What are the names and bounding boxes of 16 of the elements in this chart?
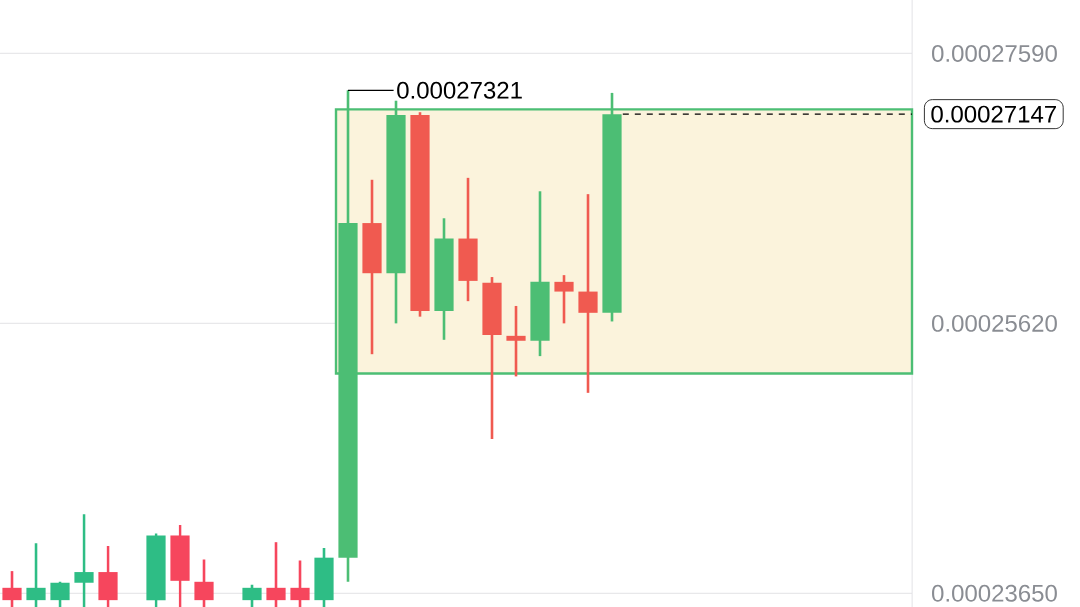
candlestick	[242, 583, 262, 607]
candlestick	[50, 580, 70, 607]
candlestick	[578, 192, 598, 395]
y-tick-label: 0.00027590	[932, 44, 1057, 62]
candlestick	[554, 273, 574, 325]
y-tick-label: 0.00023650	[932, 584, 1057, 602]
candlestick	[2, 569, 22, 607]
candlestick	[290, 559, 310, 607]
candlestick	[26, 541, 46, 607]
ref-line-label: 0.00027147	[931, 105, 1056, 123]
candlestick	[506, 304, 526, 378]
candlestick	[74, 512, 94, 607]
annotation: 0.00027321	[397, 81, 522, 99]
candlestick	[194, 558, 214, 607]
candlestick	[266, 540, 286, 607]
y-tick-label: 0.00025620	[932, 314, 1057, 332]
